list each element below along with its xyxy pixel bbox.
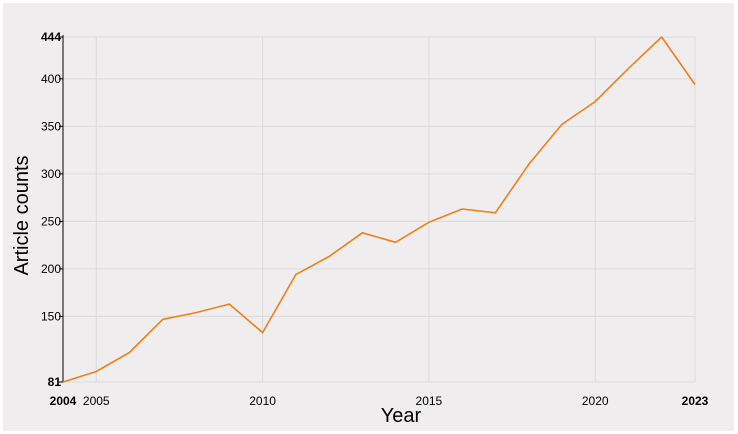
y-axis-title: Article counts [11,155,33,275]
y-tick-label: 444 [41,30,61,44]
y-tick-label: 150 [41,309,61,323]
series-group [62,36,696,383]
y-tick-label: 81 [48,375,62,389]
x-axis-ticks: 2004 2005 2010 2015 2020 2023 [50,394,709,408]
y-tick-label: 250 [41,214,61,228]
y-tick-label: 350 [41,119,61,133]
y-axis-ticks: 81 150 200 250 300 350 400 444 [41,30,63,389]
y-tick-label: 400 [41,72,61,86]
x-tick-label: 2015 [416,394,443,408]
grid-lines [63,36,696,383]
y-tick-label: 300 [41,167,61,181]
y-tick-label: 200 [41,262,61,276]
x-tick-label: 2010 [249,394,276,408]
x-tick-label: 2004 [50,394,77,408]
x-tick-label: 2023 [682,394,709,408]
x-tick-label: 2005 [83,394,110,408]
series-line [62,36,696,383]
x-tick-label: 2020 [582,394,609,408]
plot-background [3,3,734,431]
x-axis-title: Year [381,405,422,427]
